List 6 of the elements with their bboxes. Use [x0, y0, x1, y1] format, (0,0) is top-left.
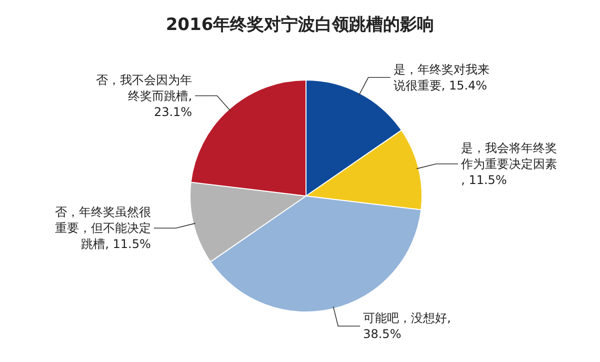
- slice-label: 可能吧，没想好, 38.5%: [363, 311, 451, 342]
- slice-label: 是，年终奖对我来说很重要, 15.4%: [393, 62, 490, 92]
- slice-label: 否，我不会因为年终奖而跳槽, 23.1%: [96, 72, 192, 119]
- slice-label: 否，年终奖虽然很重要，但不能决定跳槽, 11.5%: [54, 205, 151, 252]
- slice-label: 是，我会将年终奖作为重要决定因素, 11.5%: [460, 140, 558, 187]
- chart-title: 2016年终奖对宁波白领跳槽的影响: [166, 15, 434, 35]
